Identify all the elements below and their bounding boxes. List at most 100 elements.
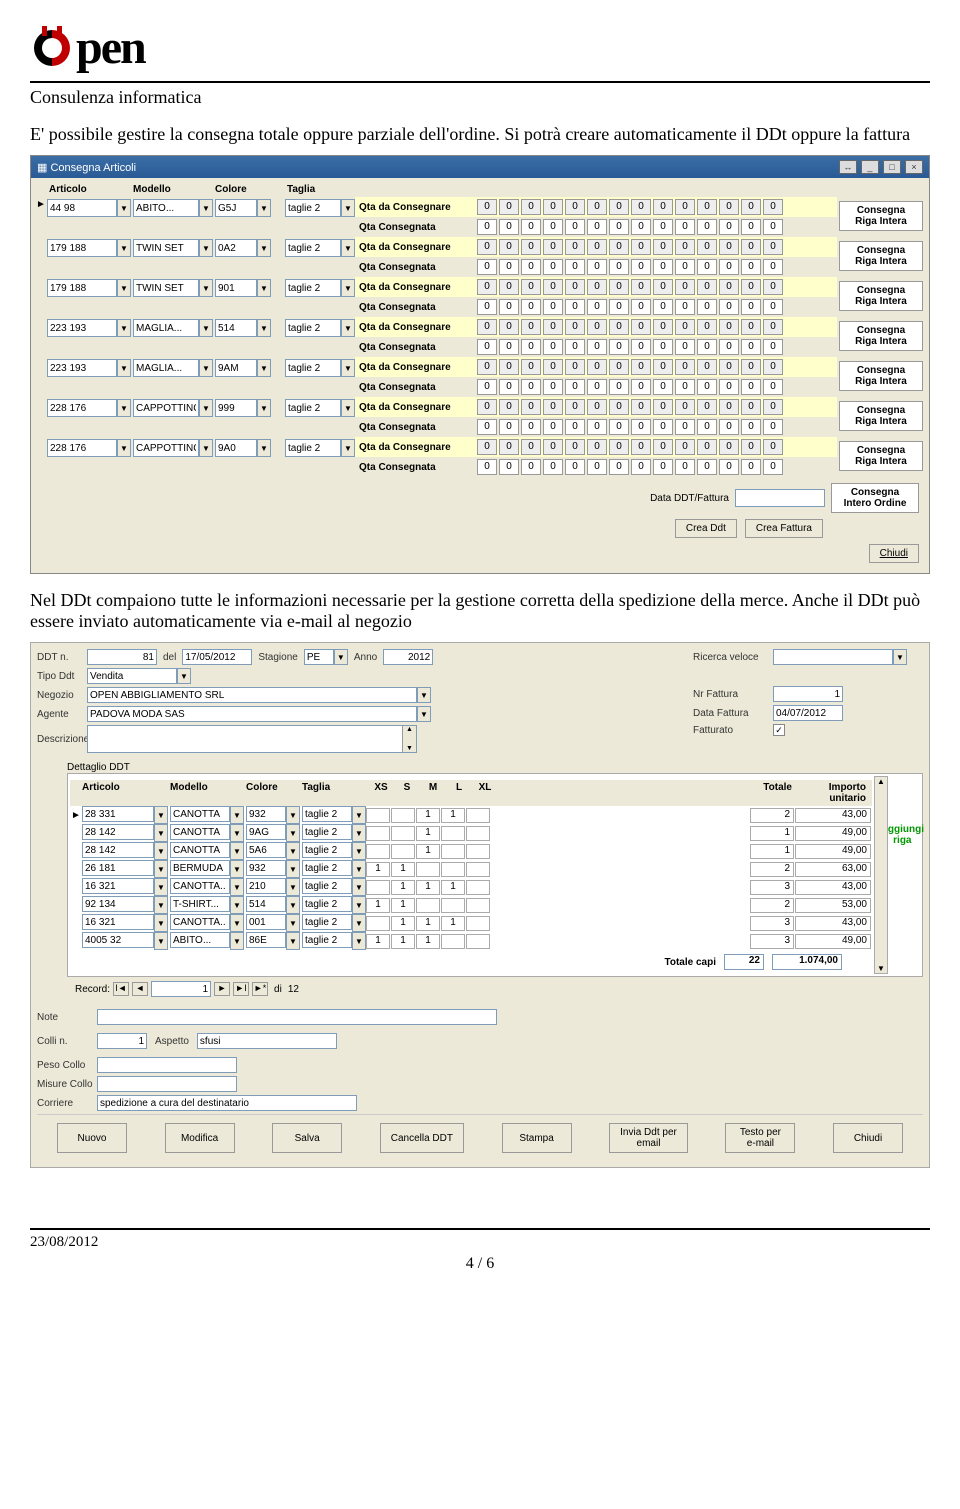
- qty-cell[interactable]: 0: [565, 219, 585, 235]
- qty-cell[interactable]: 0: [675, 379, 695, 395]
- size-cell[interactable]: [466, 808, 490, 823]
- qty-cell[interactable]: 0: [763, 259, 783, 275]
- dropdown-icon[interactable]: ▼: [341, 399, 355, 417]
- dropdown-icon[interactable]: ▼: [230, 932, 244, 950]
- qty-cell[interactable]: 0: [477, 199, 497, 215]
- nav-icon[interactable]: ↔: [839, 160, 857, 174]
- modello-input[interactable]: [133, 319, 199, 337]
- qty-cell[interactable]: 0: [653, 399, 673, 415]
- dropdown-icon[interactable]: ▼: [199, 319, 213, 337]
- qty-cell[interactable]: 0: [719, 379, 739, 395]
- qty-cell[interactable]: 0: [521, 399, 541, 415]
- colore-input[interactable]: [246, 896, 286, 912]
- qty-cell[interactable]: 0: [499, 379, 519, 395]
- qty-cell[interactable]: 0: [521, 379, 541, 395]
- qty-cell[interactable]: 0: [587, 199, 607, 215]
- articolo-input[interactable]: [82, 914, 154, 930]
- tipo-dropdown-icon[interactable]: ▼: [177, 668, 191, 684]
- qty-cell[interactable]: 0: [631, 419, 651, 435]
- dropdown-icon[interactable]: ▼: [154, 932, 168, 950]
- qty-cell[interactable]: 0: [653, 219, 673, 235]
- taglia-input[interactable]: [285, 279, 341, 297]
- qty-cell[interactable]: 0: [675, 259, 695, 275]
- qty-cell[interactable]: 0: [719, 459, 739, 475]
- qty-cell[interactable]: 0: [697, 279, 717, 295]
- qty-cell[interactable]: 0: [609, 339, 629, 355]
- qty-cell[interactable]: 0: [763, 239, 783, 255]
- dropdown-icon[interactable]: ▼: [286, 824, 300, 842]
- qty-cell[interactable]: 0: [631, 239, 651, 255]
- size-cell[interactable]: 1: [391, 880, 415, 895]
- dropdown-icon[interactable]: ▼: [117, 239, 131, 257]
- qty-cell[interactable]: 0: [631, 359, 651, 375]
- qty-cell[interactable]: 0: [587, 439, 607, 455]
- taglia-input[interactable]: [285, 359, 341, 377]
- qty-cell[interactable]: 0: [543, 399, 563, 415]
- taglia-input[interactable]: [285, 199, 341, 217]
- qty-cell[interactable]: 0: [741, 199, 761, 215]
- qty-cell[interactable]: 0: [587, 339, 607, 355]
- crea-fattura-button[interactable]: Crea Fattura: [745, 519, 823, 538]
- size-cell[interactable]: [391, 844, 415, 859]
- chiudi-button[interactable]: Chiudi: [869, 544, 919, 563]
- qty-cell[interactable]: 0: [521, 259, 541, 275]
- size-cell[interactable]: 1: [366, 934, 390, 949]
- modello-input[interactable]: [170, 842, 230, 858]
- dropdown-icon[interactable]: ▼: [117, 439, 131, 457]
- qty-cell[interactable]: 0: [521, 319, 541, 335]
- modello-input[interactable]: [170, 914, 230, 930]
- qty-cell[interactable]: 0: [499, 359, 519, 375]
- qty-cell[interactable]: 0: [763, 279, 783, 295]
- qty-cell[interactable]: 0: [631, 299, 651, 315]
- dropdown-icon[interactable]: ▼: [154, 878, 168, 896]
- qty-cell[interactable]: 0: [741, 439, 761, 455]
- dropdown-icon[interactable]: ▼: [117, 199, 131, 217]
- qty-cell[interactable]: 0: [477, 379, 497, 395]
- articolo-input[interactable]: [47, 439, 117, 457]
- record-pos[interactable]: [151, 981, 211, 997]
- ricerca-dropdown-icon[interactable]: ▼: [893, 649, 907, 665]
- qty-cell[interactable]: 0: [763, 419, 783, 435]
- size-cell[interactable]: 1: [416, 880, 440, 895]
- qty-cell[interactable]: 0: [763, 399, 783, 415]
- qty-cell[interactable]: 0: [741, 379, 761, 395]
- qty-cell[interactable]: 0: [675, 359, 695, 375]
- dropdown-icon[interactable]: ▼: [230, 806, 244, 824]
- qty-cell[interactable]: 0: [719, 419, 739, 435]
- nav-new-icon[interactable]: ►*: [252, 982, 268, 996]
- close-icon[interactable]: ×: [905, 160, 923, 174]
- modello-input[interactable]: [170, 860, 230, 876]
- qty-cell[interactable]: 0: [565, 439, 585, 455]
- qty-cell[interactable]: 0: [741, 319, 761, 335]
- misure-input[interactable]: [97, 1076, 237, 1092]
- qty-cell[interactable]: 0: [587, 279, 607, 295]
- qty-cell[interactable]: 0: [675, 279, 695, 295]
- size-cell[interactable]: [441, 898, 465, 913]
- articolo-input[interactable]: [82, 806, 154, 822]
- consegna-riga-button[interactable]: Consegna Riga Intera: [839, 441, 923, 471]
- qty-cell[interactable]: 0: [477, 439, 497, 455]
- dropdown-icon[interactable]: ▼: [286, 806, 300, 824]
- dropdown-icon[interactable]: ▼: [230, 824, 244, 842]
- colore-input[interactable]: [215, 399, 257, 417]
- taglia-input[interactable]: [302, 878, 352, 894]
- colore-input[interactable]: [215, 319, 257, 337]
- dropdown-icon[interactable]: ▼: [230, 914, 244, 932]
- chiudi-button[interactable]: Chiudi: [833, 1123, 903, 1153]
- qty-cell[interactable]: 0: [565, 199, 585, 215]
- descrizione-input[interactable]: ▲▼: [87, 725, 417, 753]
- size-cell[interactable]: [466, 844, 490, 859]
- dropdown-icon[interactable]: ▼: [199, 199, 213, 217]
- qty-cell[interactable]: 0: [741, 299, 761, 315]
- qty-cell[interactable]: 0: [675, 439, 695, 455]
- qty-cell[interactable]: 0: [609, 359, 629, 375]
- dropdown-icon[interactable]: ▼: [257, 399, 271, 417]
- colore-input[interactable]: [215, 439, 257, 457]
- qty-cell[interactable]: 0: [543, 359, 563, 375]
- dropdown-icon[interactable]: ▼: [199, 439, 213, 457]
- size-cell[interactable]: 1: [391, 898, 415, 913]
- modello-input[interactable]: [133, 399, 199, 417]
- qty-cell[interactable]: 0: [741, 259, 761, 275]
- size-cell[interactable]: [466, 826, 490, 841]
- dropdown-icon[interactable]: ▼: [352, 896, 366, 914]
